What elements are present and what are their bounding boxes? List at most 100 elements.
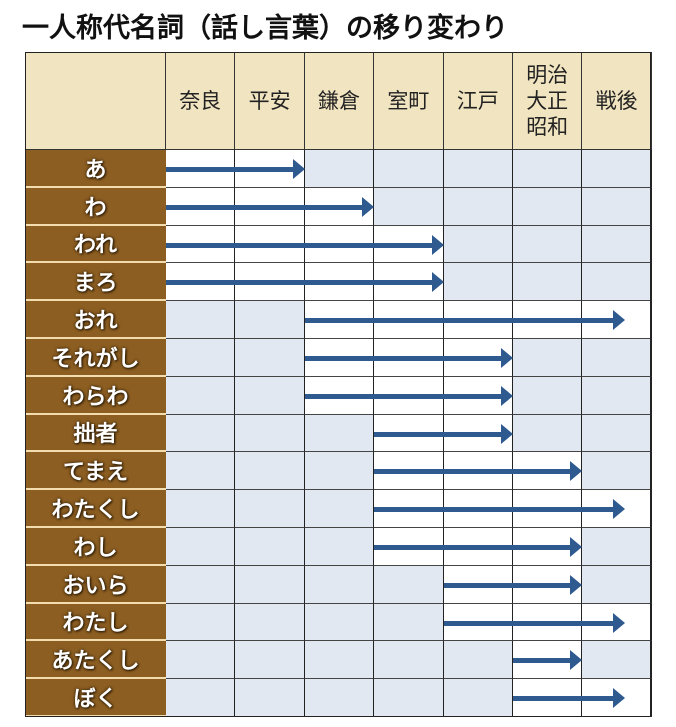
arrow-head-icon xyxy=(570,574,583,595)
timeline-cell xyxy=(582,187,652,226)
period-span-arrow xyxy=(304,385,513,406)
timeline-cell xyxy=(374,603,444,642)
timeline-cell xyxy=(582,641,652,680)
period-span-arrow xyxy=(374,499,626,520)
timeline-cell xyxy=(304,528,375,566)
timeline-cell xyxy=(513,187,583,226)
pronoun-timeline-table: 奈良 平安 鎌倉 室町 江戸 明治 大正 昭和 戦後あわわれ まろ おれ それがし わらわ 拙者 てまえ… xyxy=(25,52,652,717)
timeline-cell xyxy=(582,376,652,415)
timeline-cell xyxy=(443,679,513,717)
period-header: 平安 xyxy=(235,52,305,150)
timeline-cell xyxy=(166,301,236,339)
timeline-cell xyxy=(304,452,375,491)
period-header: 戦後 xyxy=(582,52,652,150)
arrow-head-icon xyxy=(362,196,375,217)
arrow-head-icon xyxy=(431,272,444,293)
period-span-arrow xyxy=(166,196,375,217)
timeline-cell xyxy=(166,452,236,491)
pronoun-label: あたくし xyxy=(25,641,166,680)
period-header: 明治 大正 昭和 xyxy=(513,52,583,150)
timeline-cell xyxy=(235,641,305,680)
timeline-cell xyxy=(304,641,375,680)
arrow-head-icon xyxy=(613,310,626,331)
timeline-cell xyxy=(374,187,444,226)
timeline-cell xyxy=(235,452,305,491)
timeline-cell xyxy=(513,150,583,188)
period-span-arrow xyxy=(513,650,583,671)
period-header: 鎌倉 xyxy=(304,52,375,150)
pronoun-label: わ xyxy=(25,187,166,226)
timeline-cell xyxy=(443,150,513,188)
period-span-arrow xyxy=(443,612,626,633)
pronoun-label: わらわ xyxy=(25,376,166,415)
timeline-cell xyxy=(166,565,236,604)
timeline-cell xyxy=(235,376,305,415)
timeline-cell xyxy=(166,679,236,717)
arrow-head-icon xyxy=(500,385,513,406)
timeline-cell xyxy=(166,641,236,680)
timeline-cell xyxy=(582,339,652,377)
arrow-head-icon xyxy=(500,347,513,368)
arrow-head-icon xyxy=(613,499,626,520)
timeline-cell xyxy=(374,641,444,680)
period-span-arrow xyxy=(304,347,513,368)
timeline-cell xyxy=(166,603,236,642)
timeline-cell xyxy=(582,263,652,302)
pronoun-label: 拙者 xyxy=(25,414,166,453)
arrow-head-icon xyxy=(570,650,583,671)
pronoun-label: わたし xyxy=(25,603,166,642)
timeline-cell xyxy=(443,187,513,226)
period-span-arrow xyxy=(166,272,444,293)
pronoun-label: おれ xyxy=(25,301,166,339)
timeline-cell xyxy=(513,414,583,453)
timeline-cell xyxy=(374,679,444,717)
period-header: 奈良 xyxy=(166,52,236,150)
pronoun-label: てまえ xyxy=(25,452,166,491)
timeline-cell xyxy=(443,225,513,264)
period-span-arrow xyxy=(513,688,626,709)
timeline-cell xyxy=(235,528,305,566)
timeline-cell xyxy=(443,641,513,680)
timeline-cell xyxy=(304,679,375,717)
timeline-cell xyxy=(235,565,305,604)
period-span-arrow xyxy=(304,310,626,331)
timeline-cell xyxy=(513,225,583,264)
timeline-cell xyxy=(166,490,236,528)
timeline-cell xyxy=(235,603,305,642)
arrow-head-icon xyxy=(500,423,513,444)
timeline-cell xyxy=(582,452,652,491)
timeline-cell xyxy=(166,528,236,566)
timeline-cell xyxy=(304,603,375,642)
pronoun-label: それがし xyxy=(25,339,166,377)
timeline-cell xyxy=(235,490,305,528)
period-span-arrow xyxy=(166,234,444,255)
pronoun-label: わたくし xyxy=(25,490,166,528)
period-header: 室町 xyxy=(374,52,444,150)
timeline-cell xyxy=(374,565,444,604)
timeline-cell xyxy=(582,565,652,604)
pronoun-label: わし xyxy=(25,528,166,566)
timeline-cell xyxy=(582,528,652,566)
arrow-head-icon xyxy=(613,612,626,633)
timeline-cell xyxy=(304,565,375,604)
timeline-cell xyxy=(235,301,305,339)
timeline-cell xyxy=(166,376,236,415)
period-span-arrow xyxy=(374,461,583,482)
timeline-cell xyxy=(166,414,236,453)
timeline-cell xyxy=(235,414,305,453)
period-span-arrow xyxy=(374,536,583,557)
arrow-head-icon xyxy=(570,461,583,482)
timeline-cell xyxy=(304,490,375,528)
pronoun-label: われ xyxy=(25,225,166,264)
period-span-arrow xyxy=(374,423,513,444)
pronoun-label: ぼく xyxy=(25,679,166,717)
header-corner-cell xyxy=(25,52,166,150)
period-span-arrow xyxy=(166,158,305,179)
arrow-head-icon xyxy=(613,688,626,709)
timeline-cell xyxy=(582,414,652,453)
timeline-cell xyxy=(235,679,305,717)
pronoun-label: まろ xyxy=(25,263,166,302)
arrow-head-icon xyxy=(431,234,444,255)
timeline-cell xyxy=(582,150,652,188)
chart-title: 一人称代名詞（話し言葉）の移り変わり xyxy=(22,13,508,44)
